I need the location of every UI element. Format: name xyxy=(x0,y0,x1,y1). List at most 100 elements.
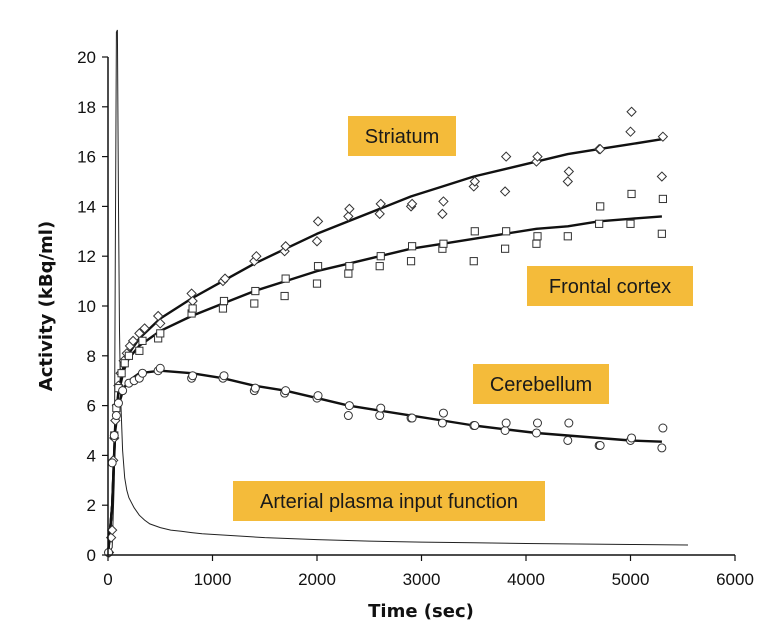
y-tick-label: 18 xyxy=(77,98,96,117)
x-tick-label: 2000 xyxy=(298,570,336,589)
striatum-point xyxy=(127,335,139,347)
cerebellum-point xyxy=(313,391,323,401)
cerebellum-point xyxy=(564,418,574,428)
frontal-point xyxy=(469,257,478,266)
y-tick-label: 16 xyxy=(77,148,96,167)
y-tick-label: 0 xyxy=(87,546,96,565)
cerebellum-point xyxy=(219,371,229,381)
striatum-point xyxy=(219,273,231,284)
annotation-striatum-text: Striatum xyxy=(365,126,439,148)
cerebellum-point xyxy=(563,435,573,445)
cerebellum-point xyxy=(107,458,117,468)
cerebellum-point xyxy=(155,363,165,373)
cerebellum-point xyxy=(109,430,119,440)
frontal-point xyxy=(251,286,260,296)
annotation-arterial-plasma: Arterial plasma input function xyxy=(233,481,545,521)
frontal-point xyxy=(188,304,197,313)
cerebellum-point xyxy=(343,411,353,421)
cerebellum-point xyxy=(188,371,198,381)
striatum-point xyxy=(139,323,150,334)
frontal-point xyxy=(406,257,416,266)
striatum-point xyxy=(499,186,511,197)
cerebellum-point xyxy=(627,433,637,443)
frontal-point xyxy=(219,296,229,306)
frontal-point xyxy=(407,242,417,251)
cerebellum-point xyxy=(501,418,511,428)
striatum-point xyxy=(532,151,543,162)
striatum-point xyxy=(563,166,575,177)
frontal-point xyxy=(250,299,259,308)
annotation-frontal-cortex-text: Frontal cortex xyxy=(549,276,671,298)
frontal-point xyxy=(117,369,126,378)
frontal-point xyxy=(657,229,666,238)
cerebellum-point xyxy=(531,428,541,438)
plot-content xyxy=(103,29,689,558)
frontal-point xyxy=(218,304,228,313)
frontal-point xyxy=(280,291,289,301)
frontal-point xyxy=(156,329,165,338)
cerebellum-point xyxy=(407,413,417,423)
frontal-point xyxy=(439,239,448,248)
annotation-cerebellum-box xyxy=(473,364,609,404)
frontal-point xyxy=(376,252,385,261)
striatum-point xyxy=(437,208,448,220)
cerebellum-point xyxy=(658,423,668,433)
cerebellum-point xyxy=(532,418,542,428)
striatum-point xyxy=(406,198,418,210)
annotation-frontal-cortex-box xyxy=(527,266,693,306)
annotation-cerebellum-text: Cerebellum xyxy=(490,374,592,396)
y-tick-label: 12 xyxy=(77,247,96,266)
striatum-point xyxy=(656,171,668,182)
frontal-point xyxy=(281,274,290,283)
x-tick-label: 0 xyxy=(103,570,112,589)
frontal-point xyxy=(375,262,384,271)
frontal-point xyxy=(345,262,354,271)
x-axis-title: Time (sec) xyxy=(368,601,474,622)
striatum-point xyxy=(626,106,637,117)
cerebellum-point xyxy=(376,403,386,413)
frontal-point xyxy=(120,359,129,368)
frontal-point xyxy=(532,239,541,248)
cerebellum-point xyxy=(657,443,667,453)
cerebellum-point xyxy=(250,383,260,393)
y-tick-label: 8 xyxy=(87,347,96,366)
annotation-striatum: Striatum xyxy=(348,116,456,156)
frontal-point xyxy=(313,262,323,271)
annotation-striatum-box xyxy=(348,116,456,156)
cerebellum-point xyxy=(344,401,354,411)
striatum-point xyxy=(187,295,198,307)
cerebellum-point xyxy=(595,440,605,450)
frontal-point xyxy=(138,336,147,345)
frontal-point xyxy=(135,346,144,355)
striatum-point xyxy=(375,198,386,210)
frontal-point xyxy=(502,227,511,236)
y-tick-label: 10 xyxy=(77,297,96,316)
x-tick-label: 1000 xyxy=(194,570,232,589)
annotation-cerebellum: Cerebellum xyxy=(473,364,609,404)
annotation-frontal-cortex: Frontal cortex xyxy=(527,266,693,306)
y-axis-title: Activity (kBq/ml) xyxy=(36,221,57,391)
frontal-point xyxy=(533,232,542,241)
cerebellum-point xyxy=(437,418,447,428)
striatum-point xyxy=(594,143,606,155)
cerebellum-point xyxy=(281,386,291,396)
frontal-point xyxy=(470,227,479,236)
striatum-point xyxy=(657,131,669,142)
striatum-point xyxy=(251,250,262,262)
striatum-point xyxy=(625,126,636,137)
frontal-point xyxy=(124,351,134,360)
striatum-point xyxy=(155,318,166,329)
cerebellum-point xyxy=(118,386,128,396)
axis-ticks: 0 1000 2000 3000 4000 5000 6000 0 2 4 6 8 10 12 14 16 18… xyxy=(77,48,754,589)
frontal-point xyxy=(658,194,667,204)
frontal-point xyxy=(626,219,635,228)
annotation-arterial-plasma-box xyxy=(233,481,545,521)
cerebellum-point xyxy=(500,426,510,435)
annotation-arterial-plasma-text: Arterial plasma input function xyxy=(260,491,518,513)
striatum-point xyxy=(311,236,323,247)
striatum-point xyxy=(343,211,354,222)
y-tick-label: 14 xyxy=(77,197,96,216)
striatum-point xyxy=(500,151,512,162)
striatum-point xyxy=(344,203,355,215)
